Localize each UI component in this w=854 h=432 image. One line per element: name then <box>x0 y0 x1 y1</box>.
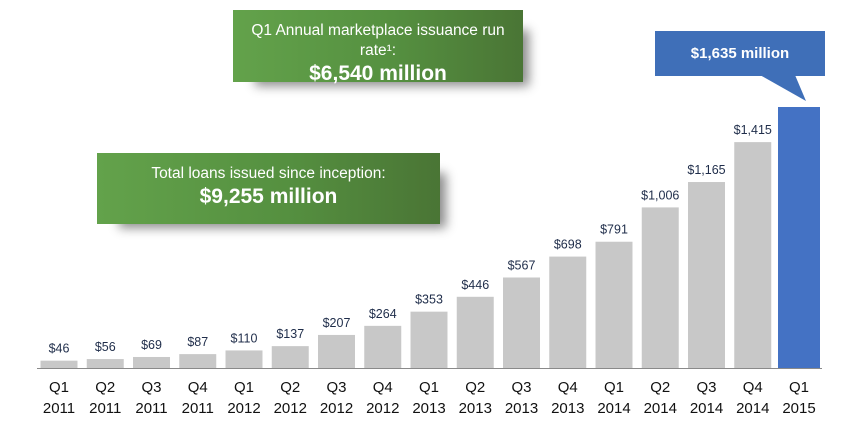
x-tick-quarter: Q2 <box>280 379 300 396</box>
bar <box>688 182 725 368</box>
bar <box>133 356 170 368</box>
data-label: $791 <box>600 223 628 237</box>
x-tick-quarter: Q2 <box>650 379 670 396</box>
bar <box>456 296 494 368</box>
bar <box>410 311 448 368</box>
data-label: $1,006 <box>641 188 679 202</box>
x-tick-year: 2015 <box>782 400 815 417</box>
bar <box>641 207 679 368</box>
x-tick-quarter: Q3 <box>141 379 161 396</box>
bar <box>503 277 540 368</box>
x-tick-year: 2012 <box>274 400 307 417</box>
data-label: $110 <box>231 331 258 345</box>
bar <box>734 142 772 368</box>
x-tick-year: 2012 <box>227 400 260 417</box>
x-tick-quarter: Q4 <box>188 379 208 396</box>
x-tick-quarter: Q1 <box>49 379 69 396</box>
latest-quarter-callout: $1,635 million <box>655 31 825 76</box>
x-tick-year: 2014 <box>644 400 677 417</box>
x-tick-quarter: Q1 <box>419 379 439 396</box>
x-tick-quarter: Q1 <box>604 379 624 396</box>
x-tick-year: 2013 <box>551 400 584 417</box>
x-tick-quarter: Q2 <box>465 379 485 396</box>
x-tick-year: 2013 <box>412 400 445 417</box>
data-label: $264 <box>369 307 397 321</box>
bar <box>595 241 633 368</box>
x-tick-year: 2012 <box>320 400 353 417</box>
data-label: $87 <box>187 335 208 349</box>
x-tick-quarter: Q3 <box>326 379 346 396</box>
x-tick-quarter: Q3 <box>511 379 531 396</box>
x-tick-year: 2011 <box>43 400 75 417</box>
data-label: $46 <box>49 342 70 356</box>
bar <box>271 346 309 368</box>
bar <box>318 334 355 368</box>
bar <box>40 360 78 368</box>
data-label: $137 <box>276 327 304 341</box>
x-tick-year: 2014 <box>690 400 723 417</box>
data-label: $69 <box>141 338 162 352</box>
bar <box>778 107 820 368</box>
run-rate-value: $6,540 million <box>309 62 447 85</box>
data-label: $1,165 <box>687 163 725 177</box>
x-tick-quarter: Q4 <box>558 379 578 396</box>
x-tick-quarter: Q4 <box>373 379 393 396</box>
bar <box>179 354 217 368</box>
x-tick-year: 2013 <box>459 400 492 417</box>
x-tick-year: 2011 <box>182 400 214 417</box>
run-rate-label: Q1 Annual marketplace issuance run rate¹… <box>251 22 505 59</box>
x-tick-quarter: Q1 <box>234 379 254 396</box>
total-loans-callout: Total loans issued since inception: $9,2… <box>97 153 440 224</box>
x-tick-year: 2011 <box>89 400 121 417</box>
total-loans-value: $9,255 million <box>199 185 338 208</box>
data-label: $207 <box>323 316 351 330</box>
x-tick-quarter: Q2 <box>95 379 115 396</box>
x-tick-quarter: Q4 <box>743 379 763 396</box>
x-tick-year: 2012 <box>366 400 399 417</box>
bar <box>549 256 587 368</box>
run-rate-callout: Q1 Annual marketplace issuance run rate¹… <box>233 10 523 85</box>
x-tick-quarter: Q3 <box>696 379 716 396</box>
x-tick-quarter: Q1 <box>789 379 809 396</box>
x-tick-year: 2014 <box>736 400 769 417</box>
data-label: $698 <box>554 238 582 252</box>
bar <box>86 359 124 368</box>
bar <box>225 350 263 368</box>
x-tick-year: 2013 <box>505 400 538 417</box>
x-tick-year: 2014 <box>597 400 630 417</box>
x-tick-year: 2011 <box>135 400 167 417</box>
data-label: $353 <box>415 293 443 307</box>
total-loans-label: Total loans issued since inception: <box>151 165 386 182</box>
data-label: $567 <box>508 258 536 272</box>
data-label: $1,415 <box>734 123 772 137</box>
bar <box>364 325 402 368</box>
data-label: $446 <box>461 278 489 292</box>
data-label: $56 <box>95 340 116 354</box>
